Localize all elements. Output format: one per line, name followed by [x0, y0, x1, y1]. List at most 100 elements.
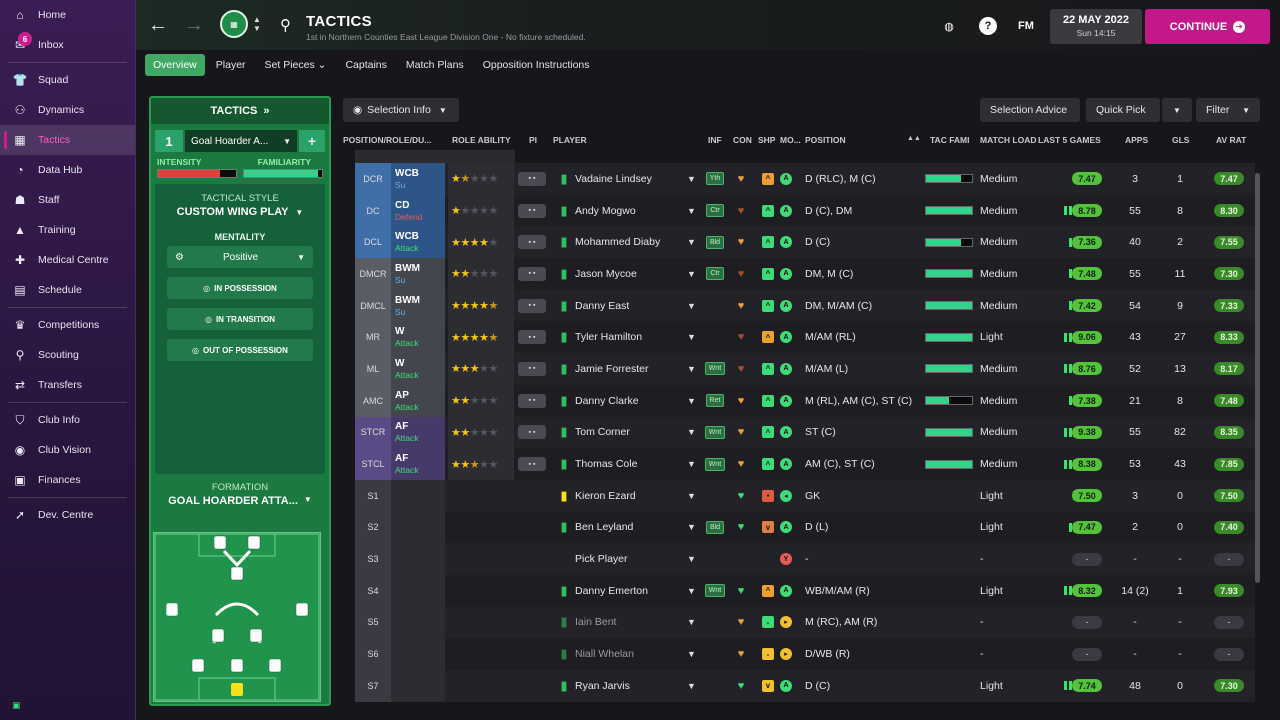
- role-duty[interactable]: [391, 574, 445, 607]
- player-name-select[interactable]: Danny Emerton ▼: [575, 575, 696, 607]
- player-instructions[interactable]: ▪ ▪: [518, 353, 548, 385]
- player-name-select[interactable]: Thomas Cole ▼: [575, 448, 696, 480]
- selection-info-button[interactable]: ◉ Selection Info ▼: [343, 98, 459, 122]
- position-slot[interactable]: S5: [355, 606, 391, 639]
- player-name-select[interactable]: Ben Leyland ▼: [575, 512, 696, 544]
- player-name-select[interactable]: Tyler Hamilton ▼: [575, 321, 696, 353]
- position-slot[interactable]: S4: [355, 574, 391, 607]
- tab-overview[interactable]: Overview: [145, 54, 205, 76]
- position-slot[interactable]: DMCL: [355, 289, 391, 322]
- club-badge-icon[interactable]: ▦: [220, 10, 248, 38]
- player-name-select[interactable]: Iain Bent ▼: [575, 607, 696, 639]
- role-duty[interactable]: [391, 638, 445, 670]
- player-name-select[interactable]: Danny Clarke ▼: [575, 385, 696, 417]
- table-row[interactable]: S3 Pick Player ▼ Y - - - - - -: [355, 543, 1255, 575]
- table-row[interactable]: DCR WCB Su ★ ★ ★ ★ ★ ▪ ▪ ▮ Vadaine Lindsey ▼ Yth ♥ ^ A D…: [355, 163, 1255, 195]
- tactics-panel-header[interactable]: TACTICS »: [151, 98, 329, 124]
- position-slot[interactable]: DCL: [355, 226, 391, 259]
- table-row[interactable]: DMCR BWM Su ★ ★ ★ ★ ★ ▪ ▪ ▮ Jason Mycoe ▼ Ctr ♥ ^ A DM, …: [355, 258, 1255, 290]
- player-name-select[interactable]: Pick Player ▼: [575, 543, 696, 575]
- sidebar-item-training[interactable]: ▲ Training: [0, 215, 135, 245]
- position-slot[interactable]: S2: [355, 511, 391, 544]
- sidebar-item-dev-centre[interactable]: ➚ Dev. Centre: [0, 500, 135, 530]
- player-name-select[interactable]: Vadaine Lindsey ▼: [575, 163, 696, 195]
- tactical-style-select[interactable]: CUSTOM WING PLAY ▼: [155, 206, 325, 218]
- player-name-select[interactable]: Jason Mycoe ▼: [575, 258, 696, 290]
- sidebar-item-staff[interactable]: ☗ Staff: [0, 185, 135, 215]
- role-duty[interactable]: BWM Su: [391, 289, 445, 322]
- col-apps[interactable]: APPS: [1125, 135, 1149, 145]
- table-row[interactable]: S1 ▮ Kieron Ezard ▼ ♥ ▪ ◂ GK Light 7.50 3 0 7.50: [355, 479, 1255, 512]
- help-icon[interactable]: ?: [979, 17, 997, 35]
- table-row[interactable]: ML W Attack ★ ★ ★ ★ ★ ▪ ▪ ▮ Jamie Forrester ▼ Wnt ♥ ^ A…: [355, 353, 1255, 385]
- col-tac-fami[interactable]: TAC FAMI: [930, 135, 970, 145]
- search-icon[interactable]: ⚲: [280, 17, 291, 34]
- player-name-select[interactable]: Jamie Forrester ▼: [575, 353, 696, 385]
- sidebar-item-medical-centre[interactable]: ✚ Medical Centre: [0, 245, 135, 275]
- player-instructions[interactable]: ▪ ▪: [518, 448, 548, 480]
- add-tactic-button[interactable]: +: [299, 130, 325, 152]
- role-duty[interactable]: CD Defend: [391, 194, 445, 227]
- player-instructions[interactable]: ▪ ▪: [518, 163, 548, 195]
- role-duty[interactable]: WCB Su: [391, 163, 445, 195]
- player-instructions[interactable]: ▪ ▪: [518, 417, 548, 449]
- col-con[interactable]: CON: [733, 135, 752, 145]
- position-slot[interactable]: STCL: [355, 448, 391, 480]
- mentality-select[interactable]: ⚙ Positive ▼: [167, 246, 313, 268]
- fm-menu-button[interactable]: FM: [1018, 20, 1034, 32]
- col-last5[interactable]: LAST 5 GAMES: [1038, 135, 1101, 145]
- sidebar-item-data-hub[interactable]: ◔ Data Hub: [0, 155, 135, 185]
- role-duty[interactable]: [391, 670, 445, 702]
- position-slot[interactable]: STCR: [355, 416, 391, 449]
- col-shp[interactable]: SHP: [758, 135, 776, 145]
- tab-opposition-instructions[interactable]: Opposition Instructions: [482, 59, 590, 71]
- player-name-select[interactable]: Ryan Jarvis ▼: [575, 670, 696, 702]
- player-name-select[interactable]: Tom Corner ▼: [575, 417, 696, 449]
- sidebar-item-club-vision[interactable]: ◉ Club Vision: [0, 435, 135, 465]
- quick-pick-button[interactable]: Quick Pick: [1086, 98, 1160, 122]
- col-av-rat[interactable]: AV RAT: [1216, 135, 1247, 145]
- player-instructions[interactable]: ▪ ▪: [518, 195, 548, 227]
- position-slot[interactable]: DCR: [355, 163, 391, 195]
- table-row[interactable]: S7 ▮ Ryan Jarvis ▼ ♥ v A D (C) Light 7.74 48 0 7.30: [355, 670, 1255, 702]
- table-row[interactable]: S5 ▮ Iain Bent ▼ ♥ - ▸ M (RC), AM (R) - - - - -: [355, 606, 1255, 639]
- player-name-select[interactable]: Niall Whelan ▼: [575, 638, 696, 670]
- out-of-possession-button[interactable]: ◎ OUT OF POSSESSION: [167, 339, 313, 361]
- col-player[interactable]: PLAYER: [553, 135, 587, 145]
- sidebar-item-dynamics[interactable]: ⚇ Dynamics: [0, 95, 135, 125]
- table-scrollbar[interactable]: [1255, 173, 1260, 583]
- role-duty[interactable]: [391, 606, 445, 639]
- position-slot[interactable]: ML: [355, 353, 391, 385]
- sidebar-item-squad[interactable]: 👕 Squad: [0, 65, 135, 95]
- player-name-select[interactable]: Danny East ▼: [575, 290, 696, 322]
- role-duty[interactable]: W Attack: [391, 353, 445, 385]
- formation-pitch[interactable]: [153, 532, 321, 702]
- forward-arrow-icon[interactable]: →: [184, 14, 204, 36]
- filter-button[interactable]: Filter ▼: [1196, 98, 1260, 122]
- table-row[interactable]: DCL WCB Attack ★ ★ ★ ★ ★ ▪ ▪ ▮ Mohammed Diaby ▼ Bld ♥…: [355, 226, 1255, 259]
- selection-advice-button[interactable]: Selection Advice: [980, 98, 1080, 122]
- sidebar-item-finances[interactable]: ▣ Finances: [0, 465, 135, 495]
- tab-captains[interactable]: Captains: [345, 59, 387, 71]
- role-duty[interactable]: W Attack: [391, 321, 445, 354]
- sidebar-item-transfers[interactable]: ⇄ Transfers: [0, 370, 135, 400]
- table-row[interactable]: AMC AP Attack ★ ★ ★ ★ ★ ▪ ▪ ▮ Danny Clarke ▼ Ret ♥ ^ A M…: [355, 384, 1255, 417]
- col-mo[interactable]: MO...: [780, 135, 801, 145]
- role-duty[interactable]: BWM Su: [391, 258, 445, 290]
- table-row[interactable]: S2 ▮ Ben Leyland ▼ Bld ♥ v A D (L) Light 7.47 2 0 7.4…: [355, 511, 1255, 544]
- col-gls[interactable]: GLS: [1172, 135, 1190, 145]
- continue-button[interactable]: CONTINUE ➔: [1145, 9, 1270, 44]
- position-slot[interactable]: DMCR: [355, 258, 391, 290]
- col-inf[interactable]: INF: [708, 135, 722, 145]
- position-slot[interactable]: MR: [355, 321, 391, 354]
- sort-icon[interactable]: ▲▲: [907, 135, 921, 142]
- sidebar-item-inbox[interactable]: ✉ Inbox 6: [0, 30, 135, 60]
- date-display[interactable]: 22 MAY 2022 Sun 14:15: [1050, 9, 1142, 44]
- table-row[interactable]: S4 ▮ Danny Emerton ▼ Wnt ♥ ^ A WB/M/AM (R) Light 8…: [355, 574, 1255, 607]
- sidebar-item-schedule[interactable]: ▤ Schedule: [0, 275, 135, 305]
- role-duty[interactable]: [391, 543, 445, 575]
- sidebar-item-competitions[interactable]: ♛ Competitions: [0, 310, 135, 340]
- role-duty[interactable]: AF Attack: [391, 416, 445, 449]
- table-row[interactable]: MR W Attack ★ ★ ★ ★ ★ ▪ ▪ ▮ Tyler Hamilton ▼ ♥ ^ A M/AM…: [355, 321, 1255, 354]
- col-match-load[interactable]: MATCH LOAD: [980, 135, 1037, 145]
